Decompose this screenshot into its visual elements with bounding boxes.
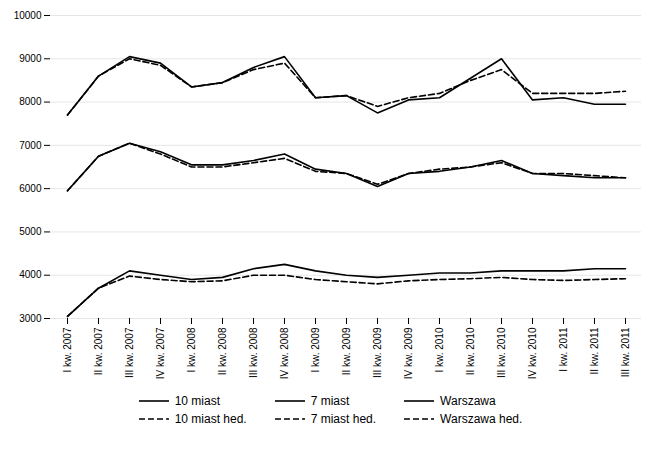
svg-text:3000: 3000 (19, 313, 42, 324)
svg-text:IV kw. 2007: IV kw. 2007 (155, 327, 166, 379)
svg-text:II kw. 2011: II kw. 2011 (589, 327, 600, 375)
svg-text:10000: 10000 (14, 10, 42, 21)
svg-text:III kw. 2010: III kw. 2010 (496, 327, 507, 378)
svg-text:6000: 6000 (19, 183, 42, 194)
html-text:10 miast hed.: 10 miast hed. (174, 412, 247, 426)
html-text:7 miast hed.: 7 miast hed. (310, 412, 377, 426)
svg-text:II kw. 2010: II kw. 2010 (465, 327, 476, 375)
svg-text:III kw. 2011: III kw. 2011 (620, 327, 631, 377)
html-text:Warszawa: Warszawa (440, 394, 496, 408)
svg-text:7000: 7000 (19, 140, 42, 151)
svg-text:IV kw. 2009: IV kw. 2009 (403, 327, 414, 379)
svg-text:II kw. 2009: II kw. 2009 (341, 327, 352, 375)
svg-text:9000: 9000 (19, 53, 42, 64)
svg-text:IV kw. 2010: IV kw. 2010 (527, 327, 538, 379)
svg-text:I kw. 2008: I kw. 2008 (186, 327, 197, 372)
svg-text:III kw. 2007: III kw. 2007 (124, 327, 135, 378)
svg-text:II kw. 2008: II kw. 2008 (217, 327, 228, 375)
svg-text:IV kw. 2008: IV kw. 2008 (279, 327, 290, 379)
svg-text:4000: 4000 (19, 269, 42, 280)
svg-text:I kw. 2009: I kw. 2009 (310, 327, 321, 372)
svg-text:I kw. 2007: I kw. 2007 (62, 327, 73, 372)
html-text:Warszawa hed.: Warszawa hed. (440, 412, 523, 426)
html-text:10 miast: 10 miast (174, 394, 220, 408)
svg-text:III kw. 2009: III kw. 2009 (372, 327, 383, 378)
svg-text:II kw. 2007: II kw. 2007 (93, 327, 104, 375)
svg-text:8000: 8000 (19, 96, 42, 107)
svg-text:I kw. 2011: I kw. 2011 (558, 327, 569, 372)
svg-text:III kw. 2008: III kw. 2008 (248, 327, 259, 378)
html-text:7 miast: 7 miast (310, 394, 350, 408)
svg-text:I kw. 2010: I kw. 2010 (434, 327, 445, 372)
svg-text:5000: 5000 (19, 226, 42, 237)
